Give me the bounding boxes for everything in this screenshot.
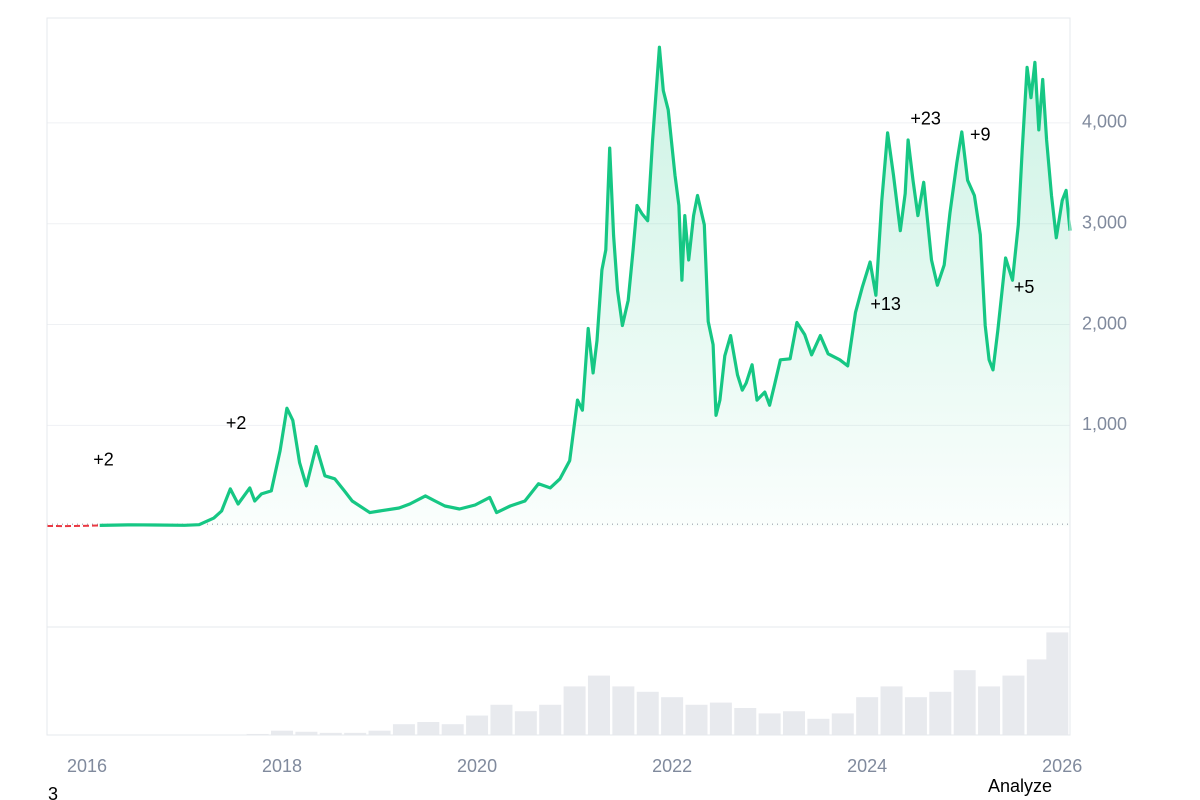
volume-bar	[539, 704, 562, 735]
footer-label: 3	[48, 784, 58, 800]
volume-bar	[880, 686, 903, 735]
volume-bar	[466, 715, 489, 735]
x-tick-label: 2016	[67, 756, 107, 776]
annotation: +2	[93, 449, 114, 469]
volume-bar	[1002, 675, 1025, 735]
volume-bar	[929, 691, 952, 735]
x-tick-label: 2024	[847, 756, 887, 776]
annotation: +2	[226, 413, 247, 433]
x-tick-label: 2026	[1042, 756, 1082, 776]
x-tick-label: 2018	[262, 756, 302, 776]
volume-bar	[783, 711, 806, 735]
volume-bar	[953, 670, 976, 735]
volume-bar	[758, 713, 781, 735]
annotation: +9	[970, 125, 991, 145]
volume-bar	[246, 733, 269, 735]
y-tick-label: 2,000	[1082, 313, 1127, 333]
volume-bar	[636, 691, 659, 735]
annotation: +23	[910, 109, 941, 129]
volume-bar	[734, 708, 757, 735]
analyze-button[interactable]: Analyze	[988, 776, 1052, 796]
annotation: +5	[1014, 277, 1035, 297]
y-tick-label: 1,000	[1082, 414, 1127, 434]
text-layer: 1,000 2,000 3,000 4,000 2016 2018 2020 2022 2024…	[67, 109, 1127, 776]
y-tick-label: 4,000	[1082, 112, 1127, 132]
volume-bar	[392, 724, 415, 735]
price-line	[46, 524, 100, 528]
line-layer	[46, 45, 1072, 528]
volume-bar	[271, 730, 294, 735]
price-area	[99, 47, 1070, 527]
y-tick-label: 3,000	[1082, 212, 1127, 232]
volume-bar	[831, 713, 854, 735]
volume-bar	[1046, 632, 1069, 735]
volume-bar	[856, 697, 879, 735]
price-line	[99, 45, 1072, 527]
volume-bar	[441, 724, 464, 735]
volume-bar	[904, 697, 927, 735]
volume-bar	[1026, 659, 1049, 735]
volume-bar	[709, 702, 732, 735]
volume-bar	[563, 686, 586, 735]
volume-bar	[685, 704, 708, 735]
x-tick-label: 2022	[652, 756, 692, 776]
volume-bar	[368, 730, 391, 735]
plot-frame	[46, 17, 1071, 736]
volume-bar	[612, 686, 635, 735]
annotation: +13	[870, 294, 901, 314]
volume-bar	[319, 732, 342, 735]
area-layer	[99, 47, 1070, 527]
volume-bar	[490, 704, 513, 735]
volume-bar	[514, 711, 537, 735]
volume-bar	[807, 718, 830, 735]
volume-bar	[661, 697, 684, 735]
volume-layer	[246, 632, 1069, 735]
volume-bar	[587, 675, 610, 735]
volume-bar	[417, 722, 440, 735]
x-tick-label: 2020	[457, 756, 497, 776]
volume-bar	[295, 731, 318, 735]
volume-bar	[344, 732, 367, 735]
volume-bar	[978, 686, 1001, 735]
